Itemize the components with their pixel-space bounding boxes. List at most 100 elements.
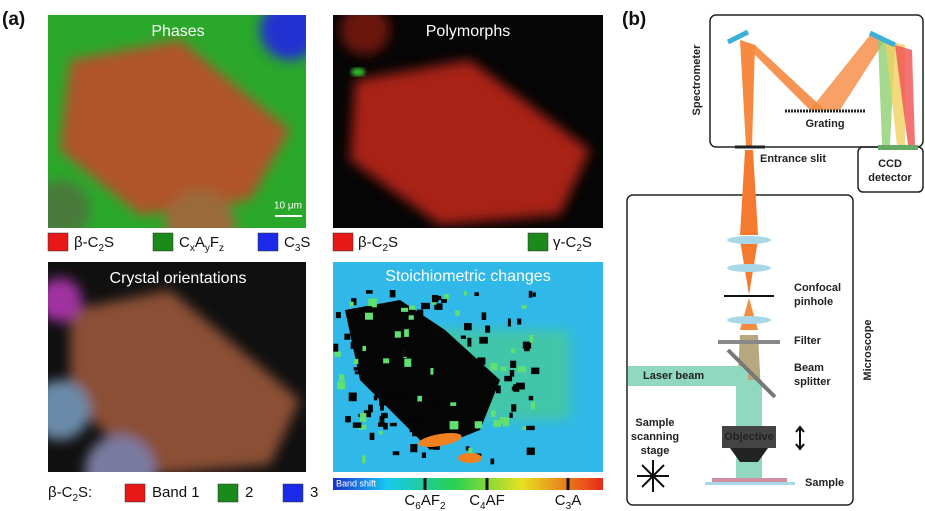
speckle bbox=[368, 405, 373, 413]
speckle bbox=[464, 291, 467, 295]
speckle bbox=[366, 290, 373, 294]
speckle bbox=[527, 448, 535, 455]
swatch bbox=[283, 484, 303, 502]
formula: C6AF2 bbox=[404, 492, 446, 511]
speckle bbox=[392, 311, 396, 315]
speckle bbox=[379, 397, 387, 406]
swatch bbox=[528, 233, 548, 251]
speckle bbox=[485, 325, 490, 332]
formula: C3S bbox=[284, 234, 310, 254]
speckle bbox=[381, 413, 388, 418]
speckle bbox=[409, 315, 414, 320]
speckle bbox=[451, 349, 458, 353]
scale-label: 10 μm bbox=[274, 201, 302, 212]
speckle bbox=[529, 396, 533, 400]
speckle bbox=[493, 420, 501, 427]
panel-title: Stoichiometric changes bbox=[385, 268, 550, 285]
speckle bbox=[354, 367, 362, 370]
speckle bbox=[439, 362, 443, 370]
speckle bbox=[336, 312, 341, 318]
speckle bbox=[501, 367, 507, 372]
speckle bbox=[444, 386, 448, 391]
formula-part: S: bbox=[78, 484, 92, 501]
panel-title: Crystal orientations bbox=[110, 270, 247, 287]
speckle bbox=[387, 390, 390, 394]
label: Grating bbox=[805, 118, 844, 130]
speckle bbox=[383, 372, 386, 376]
speckle bbox=[403, 349, 412, 357]
speckle bbox=[417, 310, 423, 317]
speckle bbox=[482, 380, 488, 387]
formula-part: AF bbox=[421, 492, 440, 509]
speckle bbox=[351, 342, 357, 349]
formula-part: C bbox=[284, 234, 295, 251]
formula: CxAyFz bbox=[179, 234, 224, 254]
speckle bbox=[531, 402, 535, 409]
speckle bbox=[370, 433, 375, 440]
speckle bbox=[411, 418, 419, 424]
speckle bbox=[529, 291, 533, 298]
formula-part: S bbox=[582, 234, 592, 251]
speckle bbox=[389, 349, 393, 356]
formula-part: S bbox=[300, 234, 310, 251]
formula-part: β-C bbox=[48, 484, 73, 501]
speckle bbox=[510, 370, 514, 377]
formula-part: β-C bbox=[74, 234, 99, 251]
speckle bbox=[379, 431, 383, 434]
panel-title: Phases bbox=[151, 23, 204, 40]
label: splitter bbox=[794, 376, 831, 388]
speckle bbox=[368, 299, 377, 308]
label: Beam bbox=[794, 362, 824, 374]
speckle bbox=[461, 336, 466, 339]
legend-label: Band 1 bbox=[152, 484, 200, 501]
subscript: 2 bbox=[440, 501, 446, 511]
formula-part: C bbox=[179, 234, 190, 251]
speckle bbox=[441, 299, 447, 303]
speckle bbox=[450, 402, 456, 406]
speckle bbox=[423, 416, 428, 425]
speckle bbox=[421, 303, 430, 309]
speckle bbox=[444, 294, 449, 299]
formula: β-C2S: bbox=[48, 484, 92, 504]
label: Confocal bbox=[794, 282, 841, 294]
speckle bbox=[432, 295, 438, 302]
speckle bbox=[522, 305, 527, 308]
formula-part: C bbox=[469, 492, 480, 509]
speckle bbox=[510, 361, 516, 368]
label: Microscope bbox=[862, 319, 874, 380]
speckle bbox=[475, 421, 482, 428]
speckle bbox=[390, 290, 396, 297]
speckle bbox=[395, 331, 401, 337]
speckle bbox=[431, 385, 435, 389]
speckle bbox=[373, 380, 378, 383]
speckle bbox=[411, 332, 416, 341]
speckle bbox=[362, 455, 365, 463]
label: Objective bbox=[724, 431, 774, 443]
speckle bbox=[433, 398, 437, 406]
speckle bbox=[404, 329, 409, 337]
speckle bbox=[455, 310, 460, 316]
speckle bbox=[533, 292, 536, 296]
speckle bbox=[511, 404, 516, 411]
speckle bbox=[378, 423, 385, 427]
label: stage bbox=[641, 445, 670, 457]
speckle bbox=[430, 368, 433, 375]
swatch bbox=[218, 484, 238, 502]
speckle bbox=[518, 366, 526, 372]
formula-part: A bbox=[195, 234, 205, 251]
swatch bbox=[258, 233, 278, 251]
speckle bbox=[482, 312, 487, 320]
speckle bbox=[517, 319, 521, 325]
swatch bbox=[153, 233, 173, 251]
speckle bbox=[339, 374, 345, 380]
speckle bbox=[427, 381, 434, 385]
speckle bbox=[337, 381, 345, 389]
speckle bbox=[490, 363, 497, 371]
speckle bbox=[508, 318, 511, 326]
speckle bbox=[393, 451, 400, 455]
panel-label: (b) bbox=[622, 9, 646, 30]
speckle bbox=[412, 407, 419, 412]
speckle bbox=[513, 384, 519, 392]
subscript: z bbox=[219, 243, 224, 254]
speckle bbox=[344, 334, 350, 340]
